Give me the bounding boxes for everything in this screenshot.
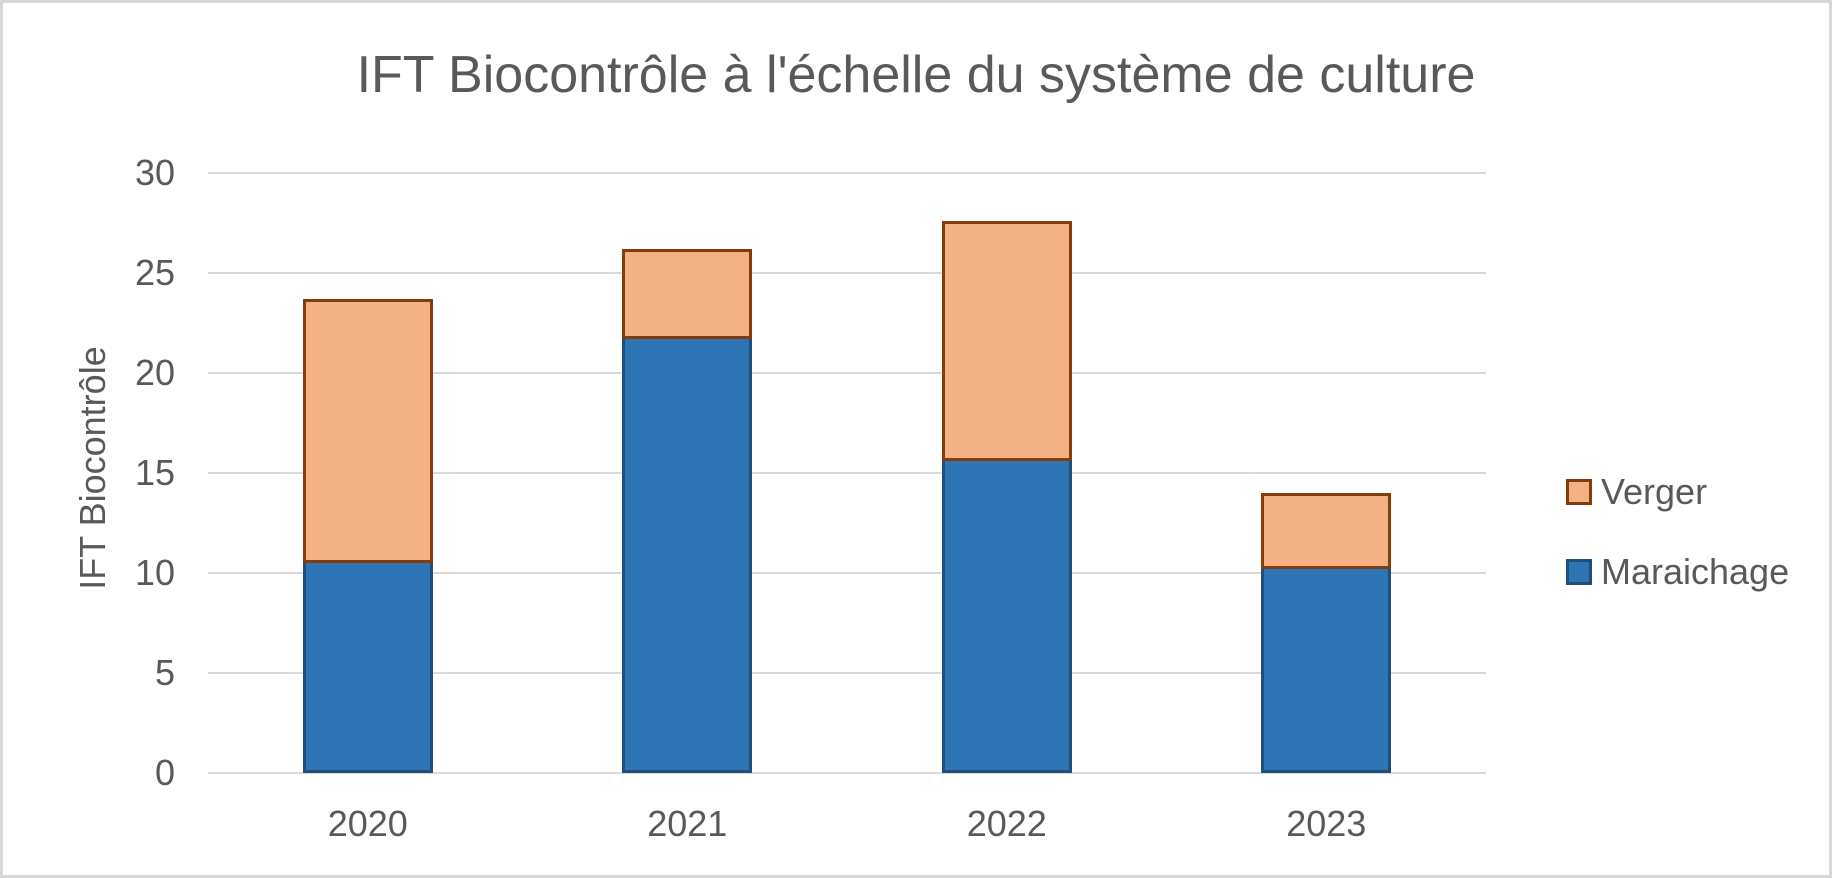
gridline-y-0 — [208, 772, 1486, 774]
y-axis-tick-labels: 0 5 10 15 20 25 30 — [3, 152, 175, 793]
bar-segment-verger-2021 — [622, 249, 753, 339]
bar-2021 — [622, 173, 753, 773]
legend-item-maraichage: Maraichage — [1566, 551, 1789, 593]
legend: Verger Maraichage — [1566, 471, 1789, 593]
x-tick-label-2020: 2020 — [327, 803, 408, 844]
gridline-y-30 — [208, 172, 1486, 174]
x-axis-tick-labels: 2020 2021 2022 2023 — [208, 803, 1486, 853]
bar-segment-verger-2023 — [1261, 493, 1392, 569]
y-tick-label-25: 25 — [134, 252, 175, 293]
gridline-y-5 — [208, 672, 1486, 674]
x-tick-label-2022: 2022 — [966, 803, 1047, 844]
legend-swatch-verger — [1566, 479, 1592, 505]
y-tick-label-15: 15 — [134, 452, 175, 493]
bar-segment-maraichage-2023 — [1261, 569, 1392, 773]
bar-segment-verger-2022 — [941, 221, 1072, 461]
legend-label-verger: Verger — [1601, 471, 1708, 512]
bar-segment-maraichage-2020 — [302, 563, 433, 773]
legend-label-maraichage: Maraichage — [1601, 551, 1790, 592]
gridline-y-10 — [208, 571, 1486, 574]
y-tick-label-20: 20 — [134, 352, 175, 393]
legend-item-verger: Verger — [1566, 471, 1789, 513]
legend-swatch-maraichage — [1566, 559, 1592, 585]
bar-2020 — [302, 173, 433, 773]
y-tick-label-30: 30 — [134, 152, 175, 193]
gridline-y-15 — [208, 472, 1486, 474]
chart-title: IFT Biocontrôle à l'échelle du système d… — [356, 46, 1476, 104]
y-tick-label-0: 0 — [154, 752, 175, 793]
bar-segment-maraichage-2021 — [622, 339, 753, 773]
bar-segment-verger-2020 — [302, 299, 433, 563]
x-tick-label-2023: 2023 — [1286, 803, 1367, 844]
gridline-y-20 — [208, 371, 1486, 374]
y-tick-label-5: 5 — [154, 652, 175, 693]
bar-slots — [208, 173, 1486, 773]
y-tick-label-10: 10 — [134, 552, 175, 593]
plot-area — [208, 172, 1486, 774]
bar-2022 — [941, 173, 1072, 773]
gridline-y-25 — [208, 271, 1486, 274]
bar-segment-maraichage-2022 — [941, 461, 1072, 773]
x-tick-label-2021: 2021 — [647, 803, 728, 844]
bar-2023 — [1261, 173, 1392, 773]
